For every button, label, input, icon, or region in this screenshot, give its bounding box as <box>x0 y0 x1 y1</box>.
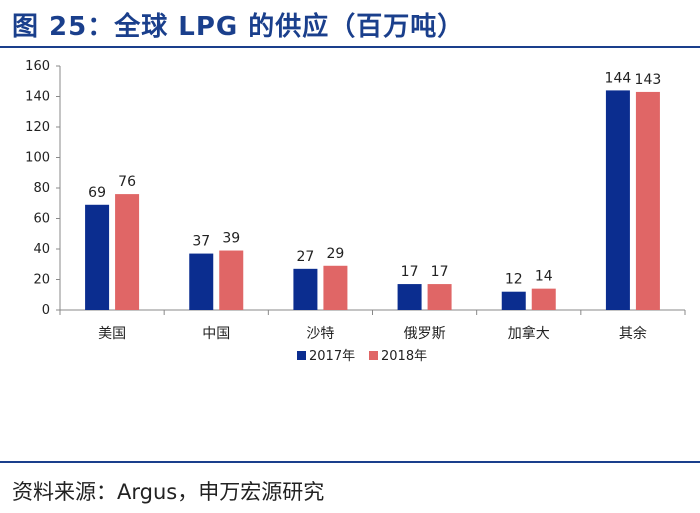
data-label: 69 <box>88 185 106 201</box>
y-tick-label: 80 <box>33 181 50 196</box>
data-label: 143 <box>635 72 662 88</box>
bar-series1 <box>85 204 110 310</box>
legend-swatch <box>297 351 306 360</box>
source-note: 资料来源：Argus，申万宏源研究 <box>12 480 325 504</box>
title-rule <box>0 46 700 48</box>
bar-series2 <box>427 284 452 310</box>
bar-series1 <box>397 284 422 310</box>
category-label: 中国 <box>202 326 230 342</box>
source-rule <box>0 461 700 463</box>
bar-series2 <box>635 91 660 310</box>
data-label: 17 <box>401 264 419 280</box>
category-label: 其余 <box>619 325 647 342</box>
data-label: 39 <box>222 231 240 247</box>
figure-title: 图 25：全球 LPG 的供应（百万吨） <box>12 12 465 42</box>
y-tick-label: 160 <box>25 59 50 74</box>
data-label: 14 <box>535 269 553 285</box>
data-label: 76 <box>118 174 136 190</box>
legend-swatch <box>369 351 378 360</box>
y-tick-label: 140 <box>25 90 50 105</box>
data-label: 17 <box>431 264 449 280</box>
bar-series1 <box>189 253 214 310</box>
bar-series1 <box>293 268 318 310</box>
y-tick-label: 60 <box>33 212 50 227</box>
bar-series1 <box>501 291 526 310</box>
legend-label: 2018年 <box>381 349 427 364</box>
y-tick-label: 120 <box>25 120 50 135</box>
y-tick-label: 20 <box>33 273 50 288</box>
data-label: 27 <box>297 249 315 265</box>
bar-series2 <box>219 250 244 310</box>
bar-series1 <box>605 90 630 311</box>
legend-label: 2017年 <box>309 349 355 364</box>
bar-series2 <box>115 194 140 310</box>
y-tick-label: 100 <box>25 151 50 166</box>
bar-series2 <box>531 288 556 310</box>
bar-chart: 0 20 40 60 80 100 120 140 160 美国 中国 沙特 俄罗斯 加拿大 其余 69 37 2… <box>25 59 686 364</box>
data-label: 29 <box>327 246 345 262</box>
category-label: 加拿大 <box>508 325 550 342</box>
category-label: 沙特 <box>306 326 334 342</box>
category-label: 美国 <box>98 326 126 342</box>
category-label: 俄罗斯 <box>404 326 446 342</box>
y-tick-label: 0 <box>42 303 50 318</box>
bar-series2 <box>323 265 348 310</box>
data-label: 37 <box>192 234 210 250</box>
data-label: 12 <box>505 272 523 288</box>
y-tick-label: 40 <box>33 242 50 257</box>
data-label: 144 <box>605 70 632 86</box>
